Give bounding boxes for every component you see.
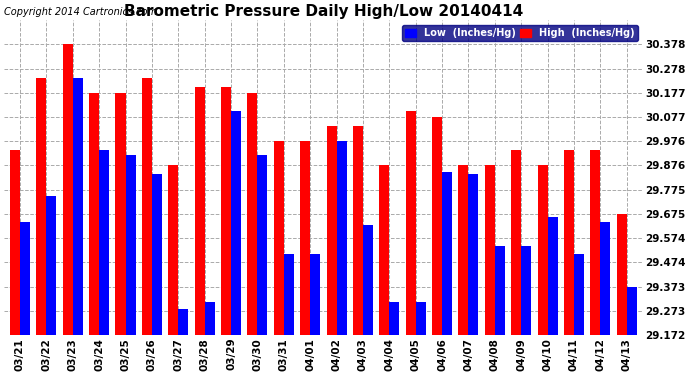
Bar (442, 172, 452, 375)
Bar (126, 155, 135, 375)
Bar (248, 93, 257, 375)
Bar (458, 165, 469, 375)
Bar (152, 174, 162, 375)
Bar (415, 302, 426, 375)
Text: Copyright 2014 Cartronics.com: Copyright 2014 Cartronics.com (4, 7, 157, 17)
Bar (274, 141, 284, 375)
Bar (257, 155, 268, 375)
Bar (89, 93, 99, 375)
Bar (548, 217, 558, 375)
Bar (432, 117, 442, 375)
Bar (142, 78, 152, 375)
Bar (37, 78, 46, 375)
Bar (115, 93, 126, 375)
Bar (495, 246, 505, 375)
Bar (99, 150, 109, 375)
Bar (310, 254, 320, 375)
Title: Barometric Pressure Daily High/Low 20140414: Barometric Pressure Daily High/Low 20140… (124, 4, 523, 19)
Bar (178, 309, 188, 375)
Bar (300, 141, 310, 375)
Bar (168, 165, 178, 375)
Bar (363, 225, 373, 375)
Bar (389, 302, 400, 375)
Bar (20, 222, 30, 375)
Bar (221, 87, 231, 375)
Bar (380, 165, 389, 375)
Bar (337, 141, 346, 375)
Bar (511, 150, 521, 375)
Legend: Low  (Inches/Hg), High  (Inches/Hg): Low (Inches/Hg), High (Inches/Hg) (402, 25, 638, 41)
Bar (600, 222, 611, 375)
Bar (406, 111, 415, 375)
Bar (574, 254, 584, 375)
Bar (326, 126, 337, 375)
Bar (63, 44, 72, 375)
Bar (284, 254, 294, 375)
Bar (353, 126, 363, 375)
Bar (469, 174, 478, 375)
Bar (521, 246, 531, 375)
Bar (485, 165, 495, 375)
Bar (72, 78, 83, 375)
Bar (538, 165, 548, 375)
Bar (591, 150, 600, 375)
Bar (627, 286, 637, 375)
Bar (10, 150, 20, 375)
Bar (617, 214, 627, 375)
Bar (205, 302, 215, 375)
Bar (195, 87, 205, 375)
Bar (231, 111, 241, 375)
Bar (46, 196, 57, 375)
Bar (564, 150, 574, 375)
